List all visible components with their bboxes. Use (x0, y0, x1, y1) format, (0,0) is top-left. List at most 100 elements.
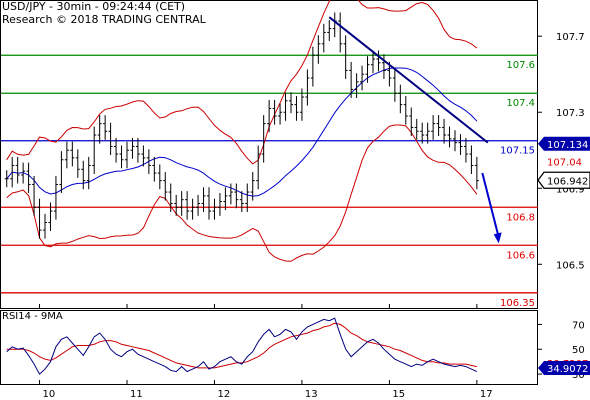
price-axis: 107.7 107.3 106.9 106.5 (538, 32, 585, 271)
price-bar (349, 61, 354, 98)
price-bar (86, 156, 91, 190)
price-bar (59, 151, 64, 194)
rsi-tick-label: 70 (572, 320, 585, 331)
price-bar (403, 96, 408, 125)
price-bar (453, 130, 457, 152)
rsi-tick-label: 50 (572, 345, 585, 356)
level-label: 106.35 (500, 298, 535, 309)
time-tick-label: 17 (480, 389, 493, 400)
rsi-tick-label: 30 (572, 370, 585, 381)
price-tick-label: 106.5 (556, 260, 585, 271)
price-bar (234, 183, 239, 209)
price-tag-label: 106.942 (547, 176, 588, 187)
price-bar (283, 92, 288, 121)
price-tag-bg (538, 136, 590, 151)
forecast-arrow-head (493, 232, 502, 244)
price-bar (201, 187, 206, 213)
price-bar (431, 115, 436, 140)
price-bar (310, 46, 315, 87)
level-label: 106.6 (506, 250, 535, 261)
price-bar (425, 122, 430, 144)
time-tick-label: 12 (217, 389, 230, 400)
price-bar (420, 122, 425, 144)
price-bar (64, 141, 69, 169)
chart-header-symbol: USD/JPY - 30min - 09:24:44 (CET) (2, 0, 186, 13)
price-bar (354, 73, 359, 98)
price-bar (332, 12, 337, 38)
price-tag: 106.942 (537, 171, 590, 189)
rsi-line (6, 317, 478, 375)
price-bar (119, 145, 124, 169)
level-label: 107.4 (506, 98, 535, 109)
price-bar (447, 126, 452, 148)
price-bar (48, 202, 53, 232)
price-panel-frame (0, 0, 538, 309)
price-bar (256, 145, 261, 190)
price-bar (141, 145, 146, 167)
price-bar (409, 107, 414, 136)
price-bar (185, 191, 190, 220)
price-bar (103, 115, 108, 140)
price-bar (343, 35, 348, 79)
price-bar (97, 115, 102, 144)
level-label: 106.8 (506, 212, 535, 223)
trend-annotations (328, 16, 502, 244)
rsi-tag: 34.9072 (538, 360, 590, 375)
price-bar (228, 183, 233, 205)
price-bar (179, 191, 184, 216)
chart-header-research: Research © 2018 TRADING CENTRAL (2, 13, 206, 26)
price-tick-label: 107.3 (556, 108, 585, 119)
price-bar (157, 164, 162, 190)
price-bar (43, 213, 47, 239)
time-tick-label: 11 (130, 389, 143, 400)
price-bar (196, 194, 201, 216)
price-bar (327, 20, 332, 41)
price-bar (321, 23, 326, 53)
time-axis: 10 11 12 13 15 17 (39, 304, 493, 400)
price-bar (4, 170, 9, 188)
price-bar (207, 187, 211, 220)
price-bar (152, 156, 157, 182)
price-tag-label: 107.04 (547, 158, 582, 169)
price-tag: 107.134 (538, 136, 590, 151)
price-bar (190, 198, 195, 220)
price-bar (212, 198, 217, 220)
price-bar (474, 156, 479, 190)
bollinger-lower (6, 124, 478, 262)
rsi-lines (6, 317, 478, 375)
rsi-axis: 70 50 30 (538, 320, 585, 381)
price-bar (114, 137, 119, 163)
price-bar (217, 193, 222, 216)
time-tick-label: 10 (43, 389, 56, 400)
price-bar (267, 99, 272, 133)
price-bar (125, 141, 129, 169)
descending-trendline (328, 16, 489, 144)
price-bar (53, 175, 58, 220)
price-bar (261, 115, 266, 163)
price-bar (239, 191, 244, 213)
price-bar (26, 162, 31, 194)
price-bar (469, 145, 474, 175)
rsi-tag-label: 34.9072 (547, 364, 588, 375)
price-tag: 107.04 (547, 158, 582, 169)
price-bar (108, 122, 113, 155)
rsi-tag-bg (538, 360, 590, 375)
moving-average-line (6, 67, 478, 197)
price-bar (289, 92, 293, 114)
price-bar (278, 103, 283, 125)
price-bar (365, 56, 370, 83)
price-bar (316, 35, 321, 64)
rsi-panel-title: RSI14 - 9MA (2, 311, 63, 322)
price-bar (135, 137, 140, 163)
price-bar (168, 183, 173, 213)
price-bar (305, 69, 310, 106)
price-bar (146, 149, 151, 175)
price-bar (272, 99, 277, 125)
forecast-arrow-shaft (481, 172, 500, 238)
price-bar (130, 137, 135, 159)
time-tick-label: 15 (392, 389, 405, 400)
price-tag-label: 107.134 (547, 140, 588, 151)
price-bar (32, 175, 37, 216)
